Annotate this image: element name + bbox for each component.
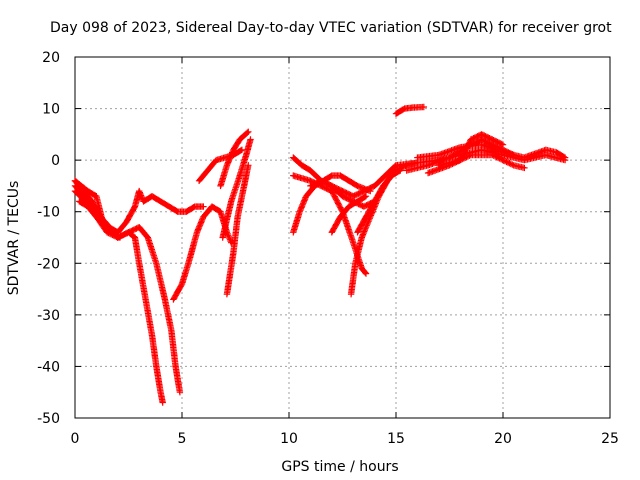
x-tick-label: 0 — [71, 431, 80, 447]
series-track-17 — [354, 167, 404, 236]
series-track-10 — [223, 162, 252, 298]
series-track-08 — [217, 128, 252, 190]
series-markers — [219, 136, 254, 241]
series-track-18 — [392, 103, 427, 117]
series-track-15 — [328, 193, 370, 236]
series-track-09 — [219, 136, 254, 241]
x-tick-label: 20 — [494, 431, 512, 447]
series-track-14 — [307, 177, 378, 210]
y-tick-label: 0 — [51, 153, 60, 169]
series-markers — [223, 162, 252, 298]
series-markers — [435, 131, 507, 169]
axis-ticks: 0 5 10 15 20 25 -50 -40 -30 -20 -10 0 10 20 — [37, 50, 619, 447]
y-tick-label: 10 — [42, 102, 60, 118]
series-markers — [217, 128, 252, 190]
y-tick-label: -20 — [37, 256, 60, 272]
x-tick-label: 15 — [387, 431, 405, 447]
x-tick-label: 25 — [601, 431, 619, 447]
plot-frame — [74, 56, 611, 419]
series-markers — [307, 177, 378, 210]
y-tick-label: 20 — [42, 50, 60, 66]
y-tick-label: -10 — [37, 205, 60, 221]
series-track-23 — [435, 131, 507, 169]
series-track-02 — [71, 182, 166, 406]
data-series — [71, 103, 569, 406]
series-markers — [392, 103, 427, 117]
series-track-05 — [76, 198, 124, 241]
x-tick-label: 5 — [178, 431, 187, 447]
y-tick-label: -40 — [37, 359, 60, 375]
y-axis-label: SDTVAR / TECUs — [6, 181, 22, 296]
series-markers — [76, 198, 124, 241]
series-markers — [71, 182, 166, 406]
x-tick-label: 10 — [280, 431, 298, 447]
chart-title: Day 098 of 2023, Sidereal Day-to-day VTE… — [50, 20, 612, 36]
series-markers — [354, 167, 404, 236]
y-tick-label: -50 — [37, 411, 60, 427]
x-axis-label: GPS time / hours — [281, 459, 398, 475]
series-markers — [328, 193, 370, 236]
y-tick-label: -30 — [37, 308, 60, 324]
